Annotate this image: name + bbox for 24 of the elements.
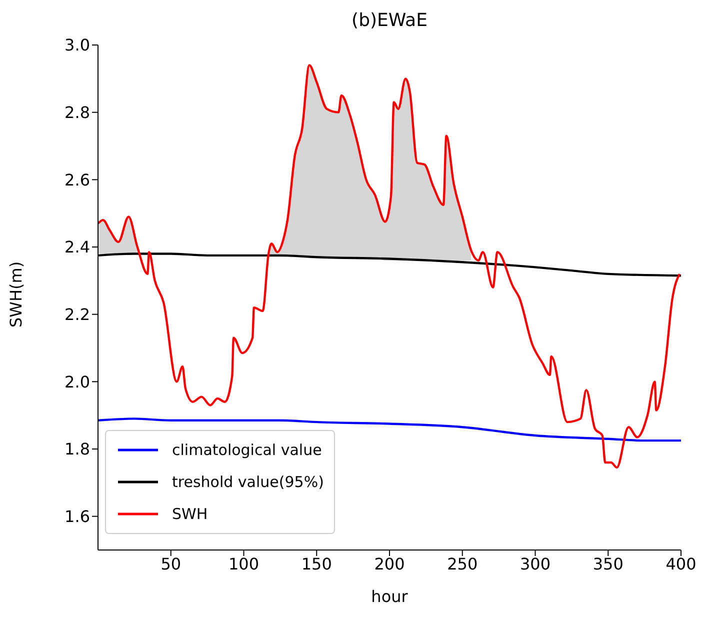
y-tick-label: 1.6 bbox=[64, 507, 90, 526]
line-series bbox=[98, 64, 681, 469]
x-axis-title: hour bbox=[371, 587, 408, 606]
y-axis-title: SWH(m) bbox=[6, 261, 26, 328]
x-tick-label: 250 bbox=[447, 554, 478, 574]
legend-label: climatological value bbox=[172, 441, 322, 459]
y-tick-label: 2.2 bbox=[64, 305, 90, 324]
x-tick-label: 150 bbox=[301, 554, 332, 574]
y-tick-label: 1.8 bbox=[64, 440, 90, 459]
x-tick-label: 300 bbox=[520, 554, 551, 574]
legend-label: treshold value(95%) bbox=[172, 473, 324, 491]
y-tick-label: 3.0 bbox=[64, 36, 90, 55]
line-series bbox=[98, 418, 681, 442]
x-tick-label: 400 bbox=[666, 554, 696, 574]
y-tick-label: 2.4 bbox=[64, 238, 90, 257]
x-tick-label: 100 bbox=[228, 554, 260, 574]
x-tick-label: 50 bbox=[160, 554, 182, 574]
x-tick-label: 200 bbox=[374, 554, 405, 574]
legend-label: SWH bbox=[172, 505, 208, 523]
y-tick-label: 2.6 bbox=[64, 170, 90, 190]
y-tick-label: 2.8 bbox=[64, 103, 90, 122]
chart-title: (b)EWaE bbox=[350, 10, 428, 31]
y-tick-label: 2.0 bbox=[64, 372, 90, 392]
x-tick-label: 350 bbox=[592, 554, 624, 574]
